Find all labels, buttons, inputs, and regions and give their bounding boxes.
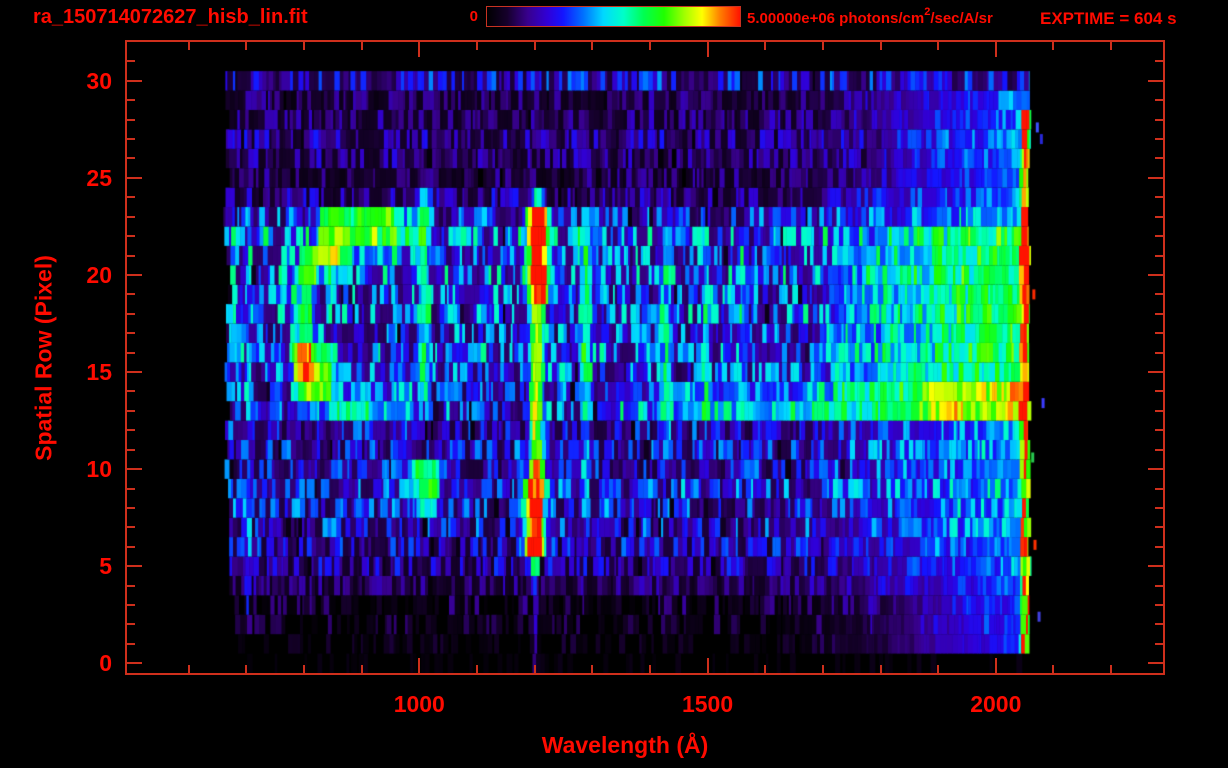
x-tick-label: 2000: [970, 691, 1022, 717]
y-tick-label: 15: [86, 359, 112, 386]
y-tick-label: 5: [99, 553, 112, 580]
y-tick-label: 0: [99, 650, 112, 677]
y-tick-label: 30: [86, 67, 112, 94]
y-tick-label: 10: [86, 456, 112, 483]
exptime-label: EXPTIME = 604 s: [1040, 9, 1177, 28]
x-tick-label: 1500: [681, 691, 734, 717]
file-title: ra_150714072627_hisb_lin.fit: [33, 6, 308, 28]
colorbar-max-units: /sec/A/sr: [930, 10, 993, 27]
colorbar-gradient: [486, 6, 741, 27]
colorbar-max-label: 5.00000e+06 photons/cm2/sec/A/sr: [747, 6, 993, 27]
x-tick-label: 1000: [393, 691, 445, 717]
colorbar-max-text: 5.00000e+06 photons/cm: [747, 10, 925, 27]
x-axis-title: Wavelength (Å): [541, 732, 709, 758]
spectral-image: [127, 42, 1163, 673]
colorbar-min-label: 0: [469, 8, 478, 25]
y-axis-title: Spatial Row (Pixel): [30, 255, 57, 461]
y-tick-label: 20: [86, 261, 112, 288]
colorbar-max-superscript: 2: [924, 6, 931, 18]
plot-frame: [125, 40, 1165, 675]
y-tick-label: 25: [86, 164, 112, 191]
